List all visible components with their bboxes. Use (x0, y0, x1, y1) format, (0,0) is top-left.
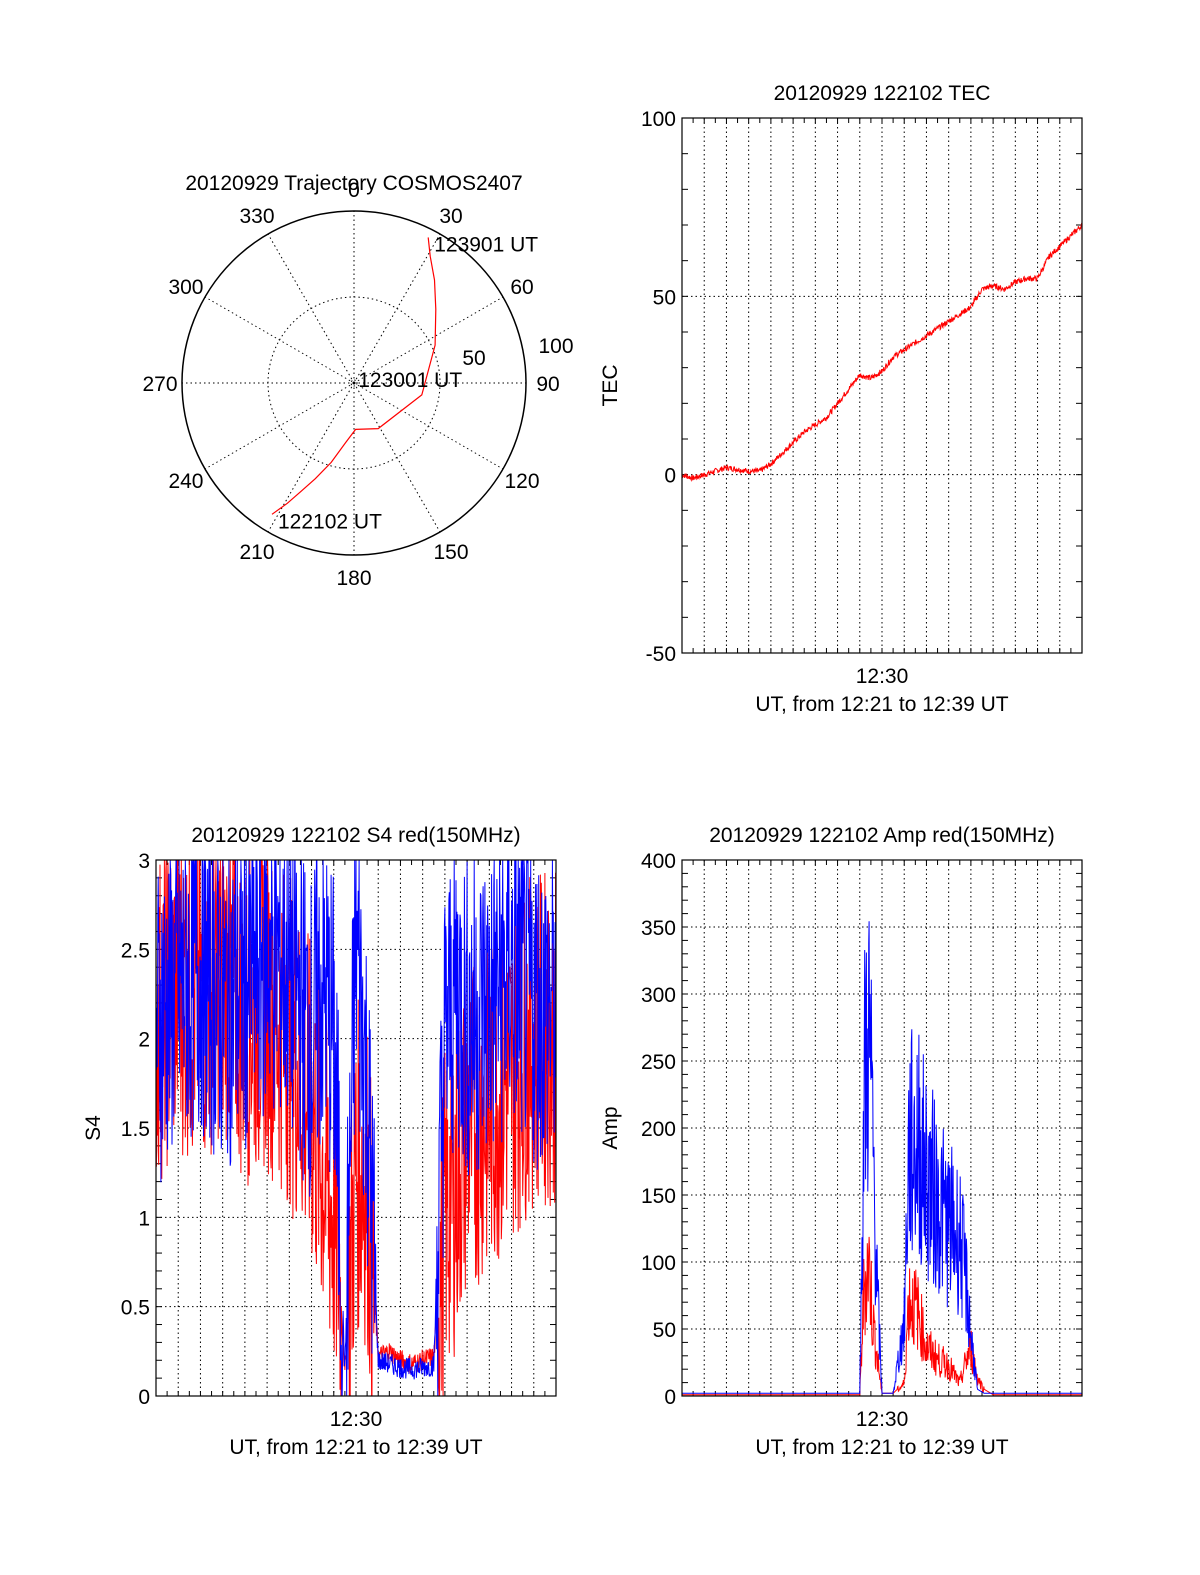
y-axis-label: S4 (82, 1115, 105, 1141)
trajectory-line (271, 237, 437, 515)
polar-radial-label: 100 (538, 335, 573, 358)
trajectory-time-label: 123901 UT (434, 233, 538, 256)
polar-azimuth-gridline (204, 296, 355, 384)
chart-title: 20120929 122102 S4 red(150MHz) (191, 824, 520, 847)
polar-azimuth-label: 180 (336, 567, 371, 590)
y-tick-label: 300 (641, 984, 676, 1007)
y-tick-label: 0 (138, 1386, 150, 1409)
polar-azimuth-gridline (353, 233, 441, 384)
y-tick-label: 2.5 (121, 939, 150, 962)
polar-azimuth-label: 150 (433, 541, 468, 564)
polar-azimuth-label: 240 (168, 470, 203, 493)
y-tick-label: 3 (138, 850, 150, 873)
polar-title: 20120929 Trajectory COSMOS2407 (185, 172, 522, 195)
polar-azimuth-label: 300 (168, 276, 203, 299)
x-tick-label: 12:30 (330, 1408, 383, 1431)
polar-azimuth-gridline (204, 382, 355, 470)
y-tick-label: 1.5 (121, 1118, 150, 1141)
y-axis-label: Amp (599, 1106, 622, 1149)
plot-frame (681, 859, 1083, 1397)
y-tick-label: 200 (641, 1118, 676, 1141)
plot-frame (681, 117, 1083, 654)
y-tick-label: 350 (641, 917, 676, 940)
x-axis-label: UT, from 12:21 to 12:39 UT (229, 1436, 482, 1459)
y-tick-label: 250 (641, 1051, 676, 1074)
y-tick-label: 0 (664, 465, 676, 488)
x-tick-label: 12:30 (856, 1408, 909, 1431)
y-tick-label: 50 (653, 286, 676, 309)
chart-title: 20120929 122102 TEC (774, 82, 991, 105)
y-tick-label: 0 (664, 1386, 676, 1409)
chart-panel-2: 20120929 122102 S4 red(150MHz) 0 0.5 1 1.5 2 2… (82, 824, 557, 1459)
polar-azimuth-label: 0 (348, 179, 360, 202)
polar-azimuth-label: 210 (239, 541, 274, 564)
data-series-1 (682, 921, 1082, 1394)
y-tick-label: 100 (641, 108, 676, 131)
chart-panel-3: 20120929 122102 Amp red(150MHz) 0 50 100 150… (599, 824, 1083, 1459)
trajectory-time-label: 123001 UT (358, 369, 462, 392)
y-tick-label: 1 (138, 1207, 150, 1230)
polar-azimuth-gridline (353, 296, 504, 384)
polar-azimuth-gridline (353, 382, 504, 470)
polar-azimuth-label: 330 (239, 205, 274, 228)
polar-azimuth-label: 120 (504, 470, 539, 493)
y-tick-label: 100 (641, 1252, 676, 1275)
chart-title: 20120929 122102 Amp red(150MHz) (709, 824, 1055, 847)
polar-radial-label: 50 (462, 347, 485, 370)
polar-azimuth-gridline (267, 382, 355, 533)
y-tick-label: 400 (641, 850, 676, 873)
polar-azimuth-label: 90 (536, 373, 559, 396)
polar-azimuth-label: 270 (142, 373, 177, 396)
chart-panel-1: 20120929 122102 TEC -50 0 50 100 12:30 UT, fro… (599, 82, 1083, 716)
trajectory-time-label: 122102 UT (278, 510, 382, 533)
y-tick-label: 150 (641, 1185, 676, 1208)
x-tick-label: 12:30 (856, 665, 909, 688)
y-tick-label: 2 (138, 1029, 150, 1052)
polar-azimuth-gridline (267, 233, 355, 384)
polar-azimuth-gridline (353, 382, 441, 533)
x-axis-label: UT, from 12:21 to 12:39 UT (755, 1436, 1008, 1459)
y-tick-label: 0.5 (121, 1297, 150, 1320)
data-series-0 (681, 222, 1083, 482)
plot-frame (155, 859, 557, 1397)
polar-center-mark (350, 379, 358, 387)
polar-azimuth-label: 60 (510, 276, 533, 299)
polar-azimuth-label: 30 (439, 205, 462, 228)
y-tick-label: -50 (646, 643, 676, 666)
y-axis-label: TEC (599, 365, 622, 407)
x-axis-label: UT, from 12:21 to 12:39 UT (755, 693, 1008, 716)
y-tick-label: 50 (653, 1319, 676, 1342)
